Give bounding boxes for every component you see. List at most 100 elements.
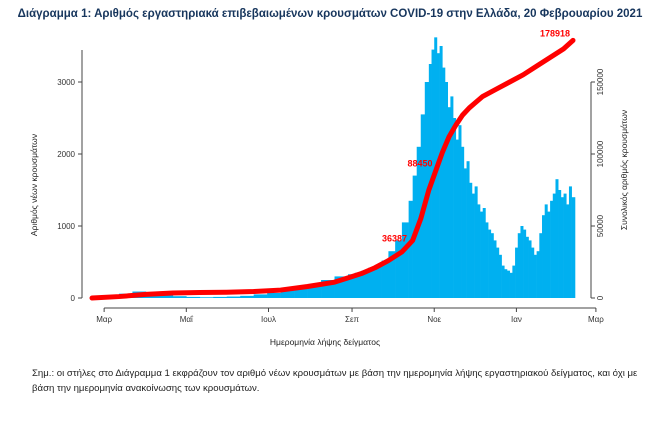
x-tick-label: Μαΐ — [180, 315, 194, 324]
bar — [388, 251, 396, 298]
bar — [542, 215, 546, 298]
bar — [469, 182, 473, 298]
y-axis-right-label: Συνολικός αριθμός κρουσμάτων — [619, 110, 629, 230]
bar — [517, 233, 521, 298]
bar — [536, 251, 540, 298]
x-tick-label: Ιαν — [511, 315, 522, 324]
bar — [447, 107, 451, 298]
bar — [488, 229, 492, 298]
y-tick-label-right: 50000 — [596, 214, 605, 237]
chart-note: Σημ.: οι στήλες στο Διάγραμμα 1 εκφράζου… — [32, 368, 638, 394]
bar — [496, 247, 500, 298]
y-tick-label-left: 3000 — [57, 78, 75, 87]
y-tick-label-left: 2000 — [57, 150, 75, 159]
bar — [568, 186, 572, 298]
bar — [450, 96, 454, 299]
axes: 0 1000 2000 3000 0 50000 100000 150000 Μαρ Μαΐ Ιου… — [57, 50, 605, 324]
bar — [381, 260, 389, 298]
bar — [186, 296, 201, 298]
y-tick-label-right: 150000 — [596, 68, 605, 95]
bar — [347, 274, 356, 298]
bar — [531, 247, 535, 298]
bar — [558, 190, 562, 298]
bar — [528, 240, 532, 298]
bar — [280, 290, 295, 298]
bar — [439, 46, 443, 298]
bar — [408, 200, 413, 298]
bar — [515, 247, 519, 298]
x-tick-label: Μαρ — [588, 315, 604, 324]
bar — [555, 179, 559, 298]
bar — [544, 204, 548, 298]
bar — [361, 270, 369, 298]
bar — [547, 211, 551, 298]
bar — [461, 146, 465, 298]
bar — [525, 236, 529, 298]
bar — [436, 53, 440, 299]
annotations: 178918 88450 36387 — [382, 28, 570, 243]
bar — [458, 125, 462, 298]
bar — [172, 296, 187, 298]
bar — [199, 297, 214, 298]
bar — [480, 211, 484, 298]
x-axis-label: Ημερομηνία λήψης δείγματος — [270, 337, 380, 347]
bar — [485, 222, 489, 298]
bar — [455, 139, 459, 298]
covid-cases-chart: Διάγραμμα 1: Αριθμός εργαστηριακά επιβεβ… — [18, 8, 643, 347]
bar — [240, 295, 254, 298]
y-tick-label-left: 1000 — [57, 222, 75, 231]
bar — [506, 270, 510, 298]
bar — [512, 265, 516, 298]
x-tick-label: Σεπ — [345, 315, 360, 324]
y-tick-label-left: 0 — [71, 294, 76, 303]
bar — [477, 204, 481, 298]
bar — [533, 254, 537, 298]
bar — [493, 240, 497, 298]
bar — [442, 67, 446, 298]
bar — [509, 272, 513, 298]
bar — [253, 294, 268, 298]
chart-title: Διάγραμμα 1: Αριθμός εργαστηριακά επιβεβ… — [18, 8, 643, 20]
y-tick-label-right: 100000 — [596, 140, 605, 167]
bar — [490, 233, 494, 298]
x-tick-label: Μαρ — [96, 315, 112, 324]
bar — [368, 267, 376, 298]
annotation-label: 178918 — [540, 28, 570, 38]
bar — [474, 186, 478, 298]
bar — [159, 293, 174, 298]
bar — [539, 233, 543, 298]
bar — [471, 193, 475, 298]
bar — [453, 118, 457, 298]
annotation-label: 88450 — [408, 159, 433, 169]
cumulative-line — [89, 37, 576, 301]
bar — [504, 269, 508, 298]
bar — [520, 226, 524, 298]
bar — [226, 296, 241, 298]
bar — [523, 229, 527, 298]
bar — [571, 197, 576, 298]
y-tick-label-right: 0 — [596, 295, 605, 300]
bar-series — [92, 37, 576, 299]
bar — [560, 197, 564, 298]
bar — [550, 200, 554, 298]
bar — [267, 292, 281, 298]
bar — [552, 193, 556, 298]
cumulative-line-series — [89, 37, 576, 301]
bar — [395, 240, 403, 298]
bar — [501, 265, 505, 298]
bar — [374, 264, 382, 298]
bar — [445, 82, 448, 298]
bar — [563, 193, 567, 298]
annotation-label: 36387 — [382, 234, 407, 244]
bar — [354, 272, 362, 298]
y-axis-left-label: Αριθμός νέων κρουσμάτων — [29, 134, 39, 236]
bar — [401, 222, 409, 298]
x-tick-label: Νοε — [427, 315, 441, 324]
bar — [498, 254, 502, 298]
bar — [294, 288, 308, 298]
bar — [213, 296, 228, 298]
bar — [482, 208, 486, 298]
bar — [466, 161, 470, 298]
x-tick-label: Ιουλ — [261, 315, 276, 324]
bar — [463, 168, 467, 298]
